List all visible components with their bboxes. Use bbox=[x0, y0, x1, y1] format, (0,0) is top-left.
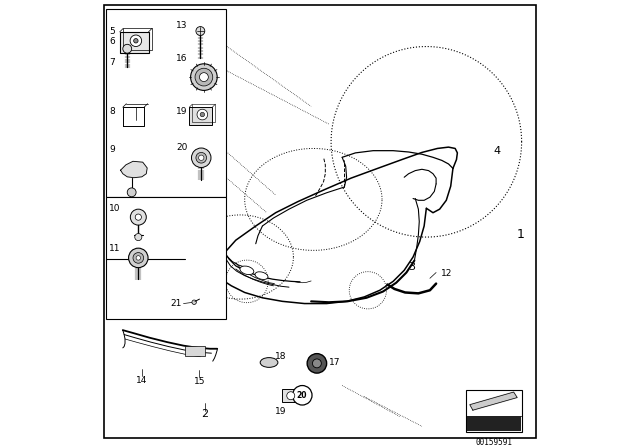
Text: 19: 19 bbox=[176, 107, 188, 116]
Bar bbox=[106, 9, 226, 197]
FancyBboxPatch shape bbox=[120, 32, 148, 53]
Text: 16: 16 bbox=[176, 54, 188, 63]
Circle shape bbox=[198, 155, 204, 160]
Circle shape bbox=[135, 214, 141, 220]
Bar bbox=[185, 346, 205, 356]
Circle shape bbox=[129, 248, 148, 267]
Text: 14: 14 bbox=[136, 376, 148, 385]
Text: 2: 2 bbox=[201, 409, 209, 419]
Circle shape bbox=[130, 35, 141, 47]
Circle shape bbox=[312, 359, 321, 368]
Text: 21: 21 bbox=[171, 299, 182, 308]
Circle shape bbox=[191, 148, 211, 168]
Text: 8: 8 bbox=[109, 107, 115, 116]
Text: 19: 19 bbox=[275, 407, 287, 416]
Text: 7: 7 bbox=[109, 58, 115, 68]
Text: 00159591: 00159591 bbox=[476, 438, 513, 447]
Ellipse shape bbox=[260, 358, 278, 367]
Bar bbox=[106, 197, 226, 319]
Text: 18: 18 bbox=[275, 352, 286, 361]
Bar bbox=[466, 390, 522, 432]
Circle shape bbox=[131, 209, 147, 225]
Text: 5: 5 bbox=[109, 26, 115, 35]
Text: 17: 17 bbox=[329, 358, 340, 367]
Circle shape bbox=[123, 44, 132, 53]
Text: 15: 15 bbox=[194, 377, 205, 386]
Text: 10: 10 bbox=[109, 204, 120, 213]
Circle shape bbox=[292, 386, 312, 405]
Polygon shape bbox=[120, 161, 147, 178]
Bar bbox=[467, 417, 521, 431]
Text: 20: 20 bbox=[296, 391, 307, 400]
Text: 20: 20 bbox=[176, 142, 188, 151]
Circle shape bbox=[134, 39, 138, 43]
Ellipse shape bbox=[240, 266, 254, 275]
Circle shape bbox=[287, 392, 295, 400]
Circle shape bbox=[133, 253, 143, 263]
FancyBboxPatch shape bbox=[282, 389, 299, 402]
Circle shape bbox=[196, 152, 207, 163]
Text: 12: 12 bbox=[440, 269, 452, 278]
Ellipse shape bbox=[255, 272, 268, 280]
Circle shape bbox=[197, 109, 207, 120]
Circle shape bbox=[127, 188, 136, 197]
Circle shape bbox=[200, 112, 205, 117]
Circle shape bbox=[307, 353, 326, 373]
Circle shape bbox=[200, 73, 209, 82]
Text: 3: 3 bbox=[409, 262, 415, 272]
Circle shape bbox=[191, 64, 217, 90]
Circle shape bbox=[136, 256, 141, 260]
Text: 1: 1 bbox=[516, 228, 524, 241]
FancyBboxPatch shape bbox=[189, 107, 212, 125]
Circle shape bbox=[192, 300, 196, 305]
Polygon shape bbox=[470, 392, 517, 410]
Text: 4: 4 bbox=[493, 146, 501, 155]
Text: 6: 6 bbox=[109, 37, 115, 46]
Circle shape bbox=[196, 26, 205, 35]
Circle shape bbox=[195, 68, 212, 86]
Circle shape bbox=[135, 233, 142, 241]
Text: 11: 11 bbox=[109, 244, 120, 253]
Text: 13: 13 bbox=[176, 21, 188, 30]
Text: 9: 9 bbox=[109, 145, 115, 154]
